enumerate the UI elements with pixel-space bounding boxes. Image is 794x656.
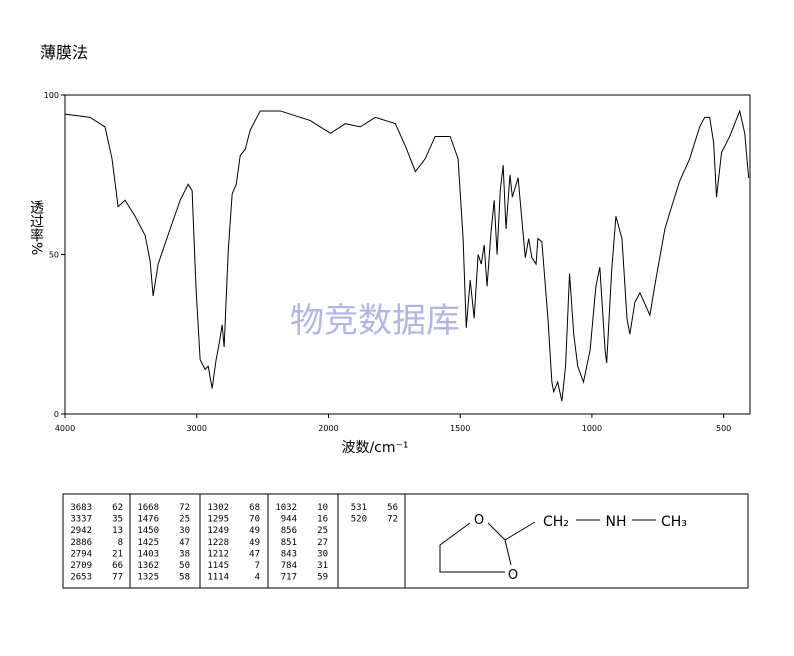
peak-transmittance: 77 (112, 573, 123, 583)
x-tick-label: 3000 (187, 424, 207, 433)
peak-wavenumber: 2794 (70, 549, 92, 559)
peak-transmittance: 30 (179, 526, 190, 536)
peak-wavenumber: 531 (351, 503, 367, 513)
peak-transmittance: 72 (387, 515, 398, 525)
peak-wavenumber: 2886 (70, 538, 92, 548)
peak-transmittance: 25 (179, 515, 190, 525)
chart-title: 薄膜法 (40, 43, 88, 62)
peak-wavenumber: 1325 (137, 573, 159, 583)
peak-wavenumber: 1668 (137, 503, 159, 513)
y-tick-label: 50 (49, 251, 59, 260)
peak-wavenumber: 1295 (207, 515, 229, 525)
peak-wavenumber: 3683 (70, 503, 92, 513)
y-tick-label: 100 (44, 91, 59, 100)
peak-transmittance: 49 (249, 538, 260, 548)
peak-wavenumber: 1362 (137, 561, 159, 571)
x-tick-label: 2000 (318, 424, 338, 433)
peak-wavenumber: 520 (351, 515, 367, 525)
peak-wavenumber: 717 (281, 573, 297, 583)
plot-frame (64, 94, 751, 415)
peak-transmittance: 16 (317, 515, 328, 525)
x-tick-label: 1000 (582, 424, 602, 433)
peak-transmittance: 47 (249, 549, 260, 559)
peak-wavenumber: 2709 (70, 561, 92, 571)
peak-transmittance: 38 (179, 549, 190, 559)
peak-transmittance: 13 (112, 526, 123, 536)
x-axis-label: 波数/cm⁻¹ (341, 440, 408, 456)
ring-bond (487, 522, 506, 541)
peak-transmittance: 4 (255, 573, 260, 583)
peak-wavenumber: 2942 (70, 526, 92, 536)
x-tick-label: 4000 (55, 424, 75, 433)
atom-label: O (508, 568, 518, 583)
peak-wavenumber: 1476 (137, 515, 159, 525)
peak-wavenumber: 856 (281, 526, 297, 536)
peak-transmittance: 47 (179, 538, 190, 548)
peak-wavenumber: 1450 (137, 526, 159, 536)
peak-wavenumber: 843 (281, 549, 297, 559)
x-tick-label: 1500 (450, 424, 470, 433)
y-axis-label: 透过率% (28, 200, 44, 255)
spectrum-line (64, 109, 750, 402)
peak-transmittance: 27 (317, 538, 328, 548)
peak-wavenumber: 1145 (207, 561, 229, 571)
peak-wavenumber: 784 (281, 561, 297, 571)
peak-transmittance: 50 (179, 561, 190, 571)
watermark: 物竞数据库 (290, 301, 460, 341)
y-tick-label: 0 (54, 410, 59, 419)
peak-transmittance: 25 (317, 526, 328, 536)
peak-transmittance: 7 (255, 561, 260, 571)
peak-transmittance: 68 (249, 503, 260, 513)
peak-wavenumber: 2653 (70, 573, 92, 583)
peak-wavenumber: 851 (281, 538, 297, 548)
peak-transmittance: 66 (112, 561, 123, 571)
peak-wavenumber: 944 (281, 515, 297, 525)
peak-transmittance: 59 (317, 573, 328, 583)
x-tick-label: 500 (716, 424, 731, 433)
ring-bonds (439, 522, 505, 573)
peak-transmittance: 31 (317, 561, 328, 571)
peak-wavenumber: 1212 (207, 549, 229, 559)
peak-transmittance: 70 (249, 515, 260, 525)
peak-transmittance: 56 (387, 503, 398, 513)
structure-bonds (439, 519, 656, 573)
peak-wavenumber: 3337 (70, 515, 92, 525)
chain-bond (504, 521, 536, 541)
peak-transmittance: 10 (317, 503, 328, 513)
peak-transmittance: 30 (317, 549, 328, 559)
peak-wavenumber: 1425 (137, 538, 159, 548)
ring-bond (504, 539, 512, 566)
peak-wavenumber: 1403 (137, 549, 159, 559)
peak-wavenumber: 1302 (207, 503, 229, 513)
peak-transmittance: 72 (179, 503, 190, 513)
peak-wavenumber: 1249 (207, 526, 229, 536)
peak-transmittance: 58 (179, 573, 190, 583)
peak-wavenumber: 1032 (275, 503, 297, 513)
peak-wavenumber: 1114 (207, 573, 229, 583)
peak-wavenumber: 1228 (207, 538, 229, 548)
peak-transmittance: 8 (118, 538, 123, 548)
group-label: NH (606, 514, 627, 530)
group-label: CH₂ (543, 514, 569, 530)
peak-transmittance: 21 (112, 549, 123, 559)
peak-transmittance: 49 (249, 526, 260, 536)
group-label: CH₃ (661, 514, 687, 530)
atom-label: O (474, 513, 484, 528)
peak-transmittance: 35 (112, 515, 123, 525)
peak-transmittance: 62 (112, 503, 123, 513)
